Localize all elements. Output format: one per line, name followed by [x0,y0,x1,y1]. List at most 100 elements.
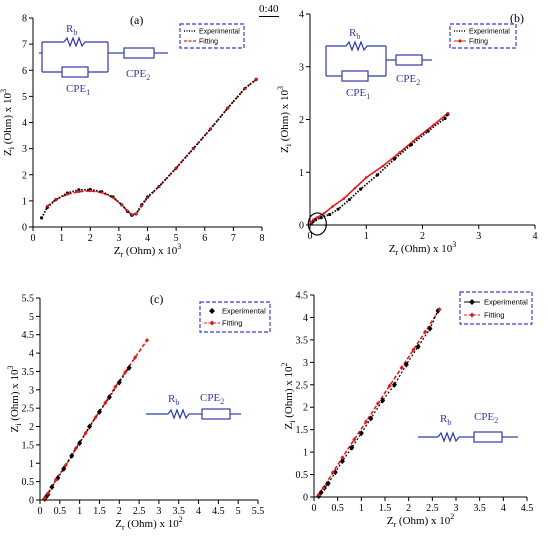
x-tick-label: 2 [117,506,122,517]
legend-label-experimental: Experimental [199,29,240,36]
x-axis-label: Zr (Ohm) x 102 [115,515,182,532]
x-axis-label-part: (Ohm) x 10 [125,518,180,530]
y-tick-label: 4 [303,313,308,324]
x-axis-label: Zr (Ohm) x 103 [114,242,181,259]
panel-label: (c) [150,292,163,306]
x-tick-label: 1.5 [379,503,392,514]
y-tick-label: 3.5 [296,335,309,346]
data-point-fitting [331,205,334,208]
data-point-fitting [447,112,450,115]
y-tick-label: 4.5 [22,330,35,341]
y-axis-label-part: (Ohm) x 10 [2,92,14,147]
x-tick-label: 3 [454,503,459,514]
data-point-fitting [244,87,247,90]
y-tick-label: 4.5 [296,291,309,302]
data-point-fitting [432,123,435,126]
data-point-experimental [320,216,323,219]
x-tick-label: 2 [406,503,411,514]
cpe-box-icon [474,432,502,442]
data-point-fitting [175,167,178,170]
data-point-experimental [337,208,340,211]
x-axis-label-part: 3 [177,242,181,251]
y-tick-label: 1 [22,196,27,207]
resistor-icon [64,38,85,46]
y-tick-label: 5 [22,92,27,103]
y-tick-label: 2.5 [296,380,309,391]
circuit-label-cpe2: CPE2 [126,68,150,82]
y-tick-label: 3 [303,358,308,369]
circuit-label-rb: Rb [349,27,360,41]
data-point-experimental [40,216,43,219]
data-point-fitting [310,221,313,224]
y-tick-label: 0 [29,496,34,507]
panel-label: (b) [510,11,524,25]
y-tick-label: 1.5 [296,425,309,436]
chart-panel-d: 0 0.5 1 1.5 2 2.5 3 3.5 4 4.5 0 0.5 1 1.5 2 2.5 3 3.5 4 4.5… [274,275,548,550]
data-point-fitting [382,165,385,168]
legend-label-experimental: Experimental [484,298,528,307]
y-tick-label: 0.5 [296,470,309,481]
x-tick-label: 3 [116,233,121,244]
chart-panel-b: 0 1 2 3 4 0 1 2 3 4 Zr (Ohm) x 103 Zi (Ohm) x 103 (b… [274,0,548,275]
circuit-label-rb: Rb [440,413,451,427]
x-axis-label-part: 3 [452,240,456,249]
x-axis-label-part: (Ohm) x 10 [398,243,453,255]
data-point-fitting [399,151,402,154]
data-point-fitting [120,203,123,206]
x-tick-label: 4.5 [521,503,534,514]
legend-marker-fitting [458,39,461,42]
y-tick-label: 0.5 [22,477,35,488]
y-tick-label: 3.5 [22,367,35,378]
resistor-icon [168,410,189,418]
legend-label-fitting: Fitting [222,319,242,328]
y-tick-label: 4 [22,118,27,129]
x-tick-label: 1 [364,231,369,242]
x-axis-label-part: (Ohm) x 10 [123,245,178,257]
legend-d: Experimental Fitting [460,292,532,324]
resistor-icon [438,433,459,441]
circuit-label-cpe1: CPE1 [346,87,370,101]
y-axis-label-part: 2 [280,362,289,366]
y-tick-label: 2 [303,403,308,414]
x-tick-label: 2 [420,231,425,242]
circuit-label-rb: Rb [66,23,77,37]
x-tick-label: 8 [260,233,265,244]
data-point-experimental [393,157,396,160]
data-point-fitting [209,128,212,131]
y-tick-label: 8 [22,14,27,25]
legend-a: Experimental Fitting [180,24,244,48]
circuit-label-cpe2: CPE2 [474,411,498,425]
x-tick-label: 4 [145,233,150,244]
x-tick-label: 0 [312,503,317,514]
x-axis-label-part: (Ohm) x 10 [396,515,451,527]
x-tick-label: 2.5 [426,503,439,514]
x-tick-label: 0.5 [54,506,67,517]
data-point-fitting [158,185,161,188]
x-tick-label: 1 [359,503,364,514]
x-tick-label: 7 [231,233,236,244]
y-axis-label: Zi (Ohm) x 103 [0,89,16,156]
data-point-fitting [365,176,368,179]
legend-label-experimental: Experimental [222,307,266,316]
legend-label-fitting: Fitting [199,39,218,46]
x-tick-label: 5.5 [252,506,265,517]
data-point-experimental [410,143,413,146]
data-point-fitting [226,107,229,110]
data-point-fitting [78,190,81,193]
y-axis-label-part: 3 [0,89,8,93]
y-tick-label: 1.5 [22,440,35,451]
y-axis-label: Zi (Ohm) x 103 [276,86,293,153]
x-tick-label: 1 [77,506,82,517]
data-point-fitting [130,213,133,216]
y-axis-label-part: 3 [6,365,15,369]
data-point-experimental [427,130,430,133]
chart-c-svg: 0 0.5 1 1.5 2 2.5 3 3.5 4 4.5 5 5.5 0 0.5 1 1.5 2 2.5 3 3.5… [0,275,274,550]
y-tick-label: 3 [22,144,27,155]
x-tick-label: 3 [476,231,481,242]
data-point-fitting [112,196,115,199]
y-tick-label: 1 [299,168,304,179]
circuit-label-rb: Rb [168,393,179,407]
x-tick-label: 1 [59,233,64,244]
data-point-experimental [328,213,331,216]
